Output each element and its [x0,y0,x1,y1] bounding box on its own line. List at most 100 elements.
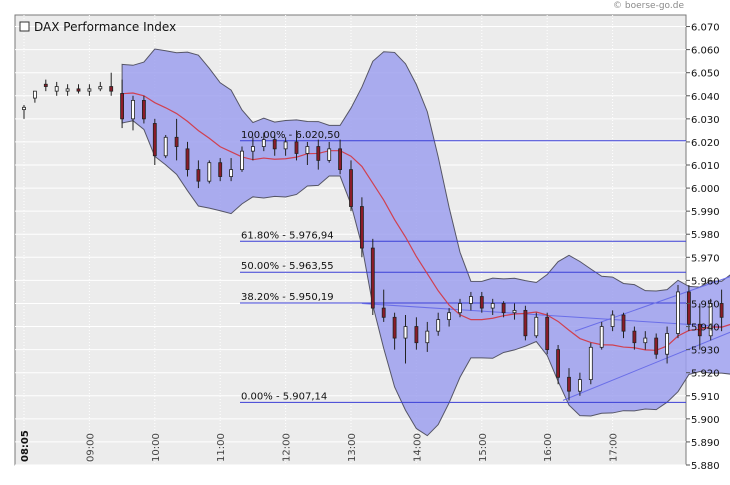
y-tick-label: 6.010 [691,161,720,172]
candle-body [230,170,233,177]
y-tick-label: 5.970 [691,253,720,264]
candle-body [219,163,222,177]
y-tick-label: 5.910 [691,392,720,403]
candle-body [88,89,91,91]
y-tick-label: 5.900 [691,415,720,426]
candle-body [164,137,167,155]
candle-body [589,347,592,379]
candle-body [655,338,658,354]
candle-body [393,317,396,338]
candle-body [153,123,156,155]
candle-body [262,140,265,147]
y-tick-label: 6.030 [691,115,720,126]
candle-body [687,292,690,324]
x-tick-label: 10:00 [151,433,162,462]
y-tick-label: 5.890 [691,438,720,449]
candle-body [175,137,178,146]
y-tick-label: 6.000 [691,184,720,195]
candle-body [578,380,581,392]
candle-body [208,163,211,181]
y-tick-label: 6.060 [691,46,720,57]
candle-body [339,149,342,170]
candle-body [502,303,505,312]
candle-body [360,207,363,249]
candle-body [491,303,494,308]
candle-body [524,310,527,335]
candle-body [480,297,483,309]
candle-body [66,89,69,91]
fib-level-label: 38.20% - 5.950,19 [241,292,334,303]
y-tick-label: 5.960 [691,276,720,287]
candle-body [720,303,723,317]
candle-body [426,331,429,343]
candle-body [55,87,58,92]
candle-body [77,89,80,91]
candle-body [251,147,254,152]
x-tick-label: 16:00 [543,433,554,462]
candle-body [328,149,331,161]
candle-body [469,297,472,304]
candle-body [600,327,603,348]
candle-body [371,248,374,308]
candle-body [666,333,669,354]
y-tick-label: 5.950 [691,299,720,310]
y-tick-label: 6.070 [691,23,720,34]
y-tick-label: 6.050 [691,69,720,80]
candle-body [513,310,516,312]
candle-body [568,377,571,391]
candle-body [110,87,113,92]
candle-body [132,100,135,118]
x-tick-label: 17:00 [609,433,620,462]
candle-body [404,327,407,339]
y-tick-label: 5.930 [691,346,720,357]
candle-body [382,308,385,317]
x-tick-label: 08:05 [20,430,31,462]
candle-body [197,170,200,182]
fib-level-label: 61.80% - 5.976,94 [241,230,334,241]
candle-body [557,350,560,378]
x-tick-label: 15:00 [478,433,489,462]
legend-swatch-icon [20,22,29,31]
fib-level-label: 100.00% - 6.020,50 [241,130,340,141]
fib-level-label: 50.00% - 5.963,55 [241,261,334,272]
candle-body [677,292,680,334]
y-tick-label: 5.980 [691,230,720,241]
candle-body [99,87,102,89]
y-tick-label: 6.040 [691,92,720,103]
candle-body [633,331,636,343]
x-tick-label: 09:00 [85,433,96,462]
y-tick-label: 5.880 [691,461,720,472]
y-tick-label: 5.990 [691,207,720,218]
fib-level-label: 0.00% - 5.907,14 [241,391,327,402]
chart-title: DAX Performance Index [34,20,176,34]
x-tick-label: 14:00 [412,433,423,462]
candle-body [448,313,451,320]
candle-body [317,147,320,161]
candle-body [350,170,353,207]
candle-body [23,107,26,109]
y-tick-label: 5.940 [691,323,720,334]
candle-body [121,93,124,118]
candle-body [437,320,440,332]
x-tick-label: 11:00 [216,433,227,462]
candle-body [142,100,145,118]
candle-body [44,84,47,86]
x-tick-label: 12:00 [282,433,293,462]
candle-body [415,327,418,343]
candle-body [241,151,244,169]
candle-body [186,149,189,170]
candle-body [306,147,309,154]
candle-body [295,142,298,154]
watermark: © boerse-go.de [613,1,684,11]
legend: DAX Performance Index [20,20,176,34]
candle-body [284,142,287,149]
y-tick-label: 5.920 [691,369,720,380]
y-tick-label: 6.020 [691,138,720,149]
candle-body [611,315,614,327]
candle-body [622,315,625,331]
candle-body [33,91,36,98]
candle-body [535,317,538,335]
candle-body [644,338,647,343]
